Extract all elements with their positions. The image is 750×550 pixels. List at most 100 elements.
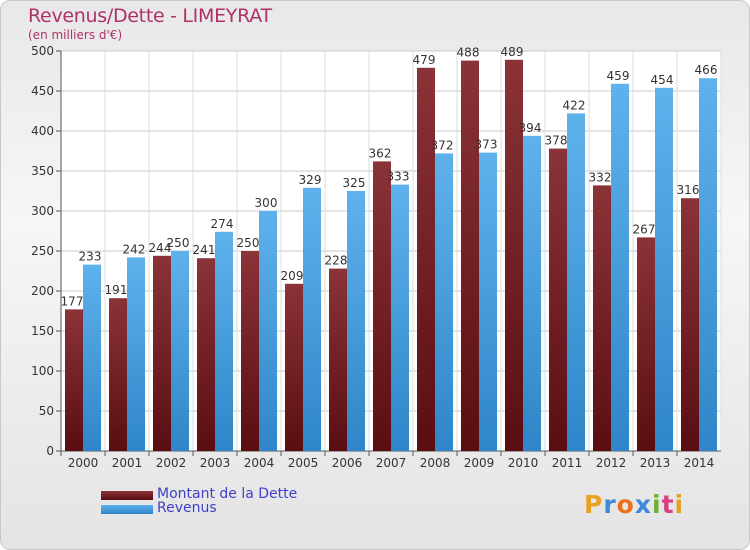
data-label: 489 — [501, 45, 524, 59]
logo-letter: x — [634, 490, 652, 519]
proxiti-logo: Proxiti — [584, 490, 684, 519]
bar-debt — [681, 198, 699, 451]
bar-revenue — [83, 264, 101, 451]
data-label: 362 — [369, 146, 392, 160]
x-tick-label: 2014 — [684, 456, 715, 470]
data-label: 233 — [79, 250, 102, 264]
bar-debt — [549, 148, 567, 451]
bar-debt — [417, 67, 435, 452]
bar-debt — [461, 60, 479, 451]
data-label: 466 — [695, 63, 718, 77]
data-label: 177 — [61, 294, 84, 308]
legend-label-revenue: Revenus — [157, 500, 217, 516]
legend-item-debt: Montant de la Dette — [101, 486, 341, 503]
logo-letter: P — [584, 490, 604, 519]
logo-letter: r — [603, 490, 617, 519]
x-tick-label: 2003 — [200, 456, 231, 470]
data-label: 333 — [387, 170, 410, 184]
bar-revenue — [567, 113, 585, 452]
x-tick-label: 2000 — [68, 456, 99, 470]
y-tick-label: 450 — [31, 84, 54, 98]
data-label: 325 — [343, 176, 366, 190]
x-tick-label: 2006 — [332, 456, 363, 470]
data-label: 459 — [607, 69, 630, 83]
x-tick-label: 2011 — [552, 456, 583, 470]
bar-debt — [373, 161, 391, 451]
bar-debt — [329, 268, 347, 451]
data-label: 274 — [211, 217, 234, 231]
data-label: 250 — [237, 236, 260, 250]
bar-debt — [241, 251, 259, 451]
bar-revenue — [171, 251, 189, 451]
legend-swatch-revenue — [101, 505, 153, 514]
bar-revenue — [391, 184, 409, 451]
logo-letter: i — [674, 490, 685, 519]
data-label: 332 — [589, 170, 612, 184]
bar-revenue — [699, 78, 717, 451]
x-tick-label: 2002 — [156, 456, 187, 470]
x-tick-label: 2004 — [244, 456, 275, 470]
bar-debt — [637, 237, 655, 451]
data-label: 454 — [651, 73, 674, 87]
data-label: 329 — [299, 173, 322, 187]
bar-revenue — [435, 153, 453, 451]
bar-revenue — [611, 83, 629, 452]
chart-title: Revenus/Dette - LIMEYRAT — [28, 5, 272, 27]
bar-debt — [109, 298, 127, 451]
data-label: 191 — [105, 283, 128, 297]
logo-letter: t — [661, 490, 675, 519]
axes: 0 50 100 150 200 250 300 350 400 450 500 2000 2001 20… — [31, 44, 721, 470]
y-tick-label: 350 — [31, 164, 54, 178]
y-tick-label: 300 — [31, 204, 54, 218]
x-tick-label: 2009 — [464, 456, 495, 470]
data-label: 244 — [149, 241, 172, 255]
data-label: 241 — [193, 243, 216, 257]
data-label: 372 — [431, 138, 454, 152]
bar-revenue — [655, 87, 673, 452]
data-label: 488 — [457, 46, 480, 60]
bar-revenue — [523, 135, 541, 452]
x-tick-label: 2001 — [112, 456, 143, 470]
bar-revenue — [215, 231, 233, 451]
logo-letter: i — [652, 490, 662, 519]
data-label: 316 — [677, 183, 700, 197]
bar-revenue — [303, 187, 321, 452]
bar-revenue — [347, 191, 365, 451]
x-tick-label: 2005 — [288, 456, 319, 470]
y-tick-label: 200 — [31, 284, 54, 298]
legend-label-debt: Montant de la Dette — [157, 486, 298, 502]
data-label: 422 — [563, 98, 586, 112]
bar-debt — [65, 309, 83, 451]
bars — [65, 59, 717, 452]
y-tick-label: 0 — [46, 444, 54, 458]
bar-revenue — [479, 152, 497, 451]
x-tick-label: 2007 — [376, 456, 407, 470]
bar-debt — [197, 258, 215, 451]
y-tick-label: 250 — [31, 244, 54, 258]
x-tick-label: 2008 — [420, 456, 451, 470]
data-label: 242 — [123, 242, 146, 256]
logo-letter: o — [616, 490, 635, 519]
legend-item-revenue: Revenus — [101, 500, 341, 517]
data-label: 373 — [475, 138, 498, 152]
y-tick-label: 100 — [31, 364, 54, 378]
x-tick-label: 2010 — [508, 456, 539, 470]
bar-debt — [593, 185, 611, 451]
data-label: 394 — [519, 121, 542, 135]
bar-revenue — [259, 211, 277, 451]
bar-debt — [285, 283, 303, 451]
y-tick-label: 50 — [39, 404, 54, 418]
y-tick-label: 400 — [31, 124, 54, 138]
data-label: 209 — [281, 269, 304, 283]
x-tick-label: 2012 — [596, 456, 627, 470]
legend-swatch-debt — [101, 491, 153, 500]
bar-debt — [153, 255, 171, 451]
data-label: 250 — [167, 236, 190, 250]
x-tick-label: 2013 — [640, 456, 671, 470]
y-tick-label: 150 — [31, 324, 54, 338]
y-tick-label: 500 — [31, 44, 54, 58]
data-label: 267 — [633, 222, 656, 236]
